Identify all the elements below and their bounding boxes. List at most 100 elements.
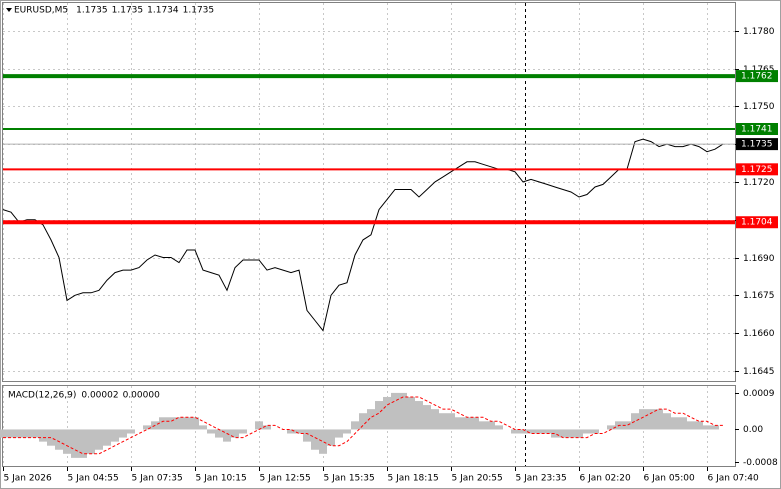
y-tick-label: 1.1720 [743, 178, 775, 188]
macd-bar [487, 421, 495, 430]
macd-bar [255, 421, 263, 430]
macd-bar [623, 421, 631, 430]
macd-bar [535, 429, 543, 434]
macd-bar [63, 429, 71, 454]
macd-bar [103, 429, 111, 446]
main-panel [2, 2, 736, 382]
macd-bar [127, 429, 135, 434]
level-tag [736, 163, 778, 176]
macd-bar [431, 409, 439, 430]
macd-readout: 0.00000 [123, 391, 160, 401]
macd-bar [167, 417, 175, 430]
macd-bar [351, 421, 359, 430]
macd-bar [687, 421, 695, 430]
level-tag [736, 123, 778, 135]
x-tick-label: 5 Jan 04:55 [68, 474, 119, 484]
x-tick-label: 5 Jan 07:35 [132, 474, 183, 484]
y-tick-label: 0.00 [743, 425, 763, 435]
macd-bar [239, 429, 247, 434]
macd-bar [591, 429, 599, 434]
level-tag [736, 70, 778, 83]
macd-bar [607, 425, 615, 430]
y-tick-label: 1.1675 [743, 291, 775, 301]
macd-bar [327, 429, 335, 446]
level-tag [736, 216, 778, 229]
level-label: 1.1725 [741, 165, 773, 175]
macd-bar [383, 396, 391, 430]
macd-panel [2, 385, 736, 467]
x-tick-label: 5 Jan 20:55 [452, 474, 503, 484]
macd-bar [87, 429, 95, 454]
macd-bar [471, 417, 479, 430]
macd-bar [455, 417, 463, 430]
macd-bar [695, 421, 703, 430]
macd-bar [439, 413, 447, 430]
macd-bar [0, 429, 7, 438]
macd-bar [223, 429, 231, 442]
macd-bar [175, 417, 183, 430]
macd-bar [567, 429, 575, 438]
y-tick-label: -0.0008 [743, 458, 778, 468]
macd-bar [287, 429, 295, 434]
y-tick-label: 0.0009 [743, 389, 775, 399]
y-tick-label: 1.1750 [743, 102, 775, 112]
x-tick-label: 5 Jan 18:15 [388, 474, 439, 484]
level-label: 1.1741 [741, 125, 773, 135]
macd-bar [335, 429, 343, 438]
ohlc-value: 1.1735 [76, 6, 108, 16]
macd-bar [111, 429, 119, 442]
last-price-tag [736, 138, 778, 151]
macd-bar [671, 417, 679, 430]
macd-bar [399, 392, 407, 430]
macd-bar [215, 429, 223, 438]
macd-bar [559, 429, 567, 438]
symbol: EURUSD,M5 [14, 6, 68, 16]
macd-bar [367, 409, 375, 430]
macd-bar [39, 429, 47, 442]
macd-bar [583, 429, 591, 434]
macd-bar [319, 429, 327, 454]
macd-bar [655, 409, 663, 430]
macd-bar [495, 425, 503, 430]
macd-bar [631, 413, 639, 430]
macd-bar [199, 425, 207, 430]
macd-bar [311, 429, 319, 450]
macd-bar [231, 429, 239, 438]
macd-bar [407, 396, 415, 430]
price-line [2, 138, 724, 332]
macd-bar [359, 413, 367, 430]
macd-title: MACD(12,26,9) [8, 391, 76, 401]
y-tick-label: 1.1660 [743, 329, 775, 339]
y-tick-label: 1.1765 [743, 65, 775, 75]
macd-bar [295, 429, 303, 434]
macd-bar [183, 417, 191, 430]
macd-bar [119, 429, 127, 438]
x-tick-label: 6 Jan 07:40 [708, 474, 760, 484]
menu-arrow [6, 8, 12, 12]
macd-bar [423, 405, 431, 430]
macd-bar [479, 421, 487, 430]
x-tick-label: 6 Jan 02:20 [580, 474, 632, 484]
y-tick-label: 1.1690 [743, 254, 775, 264]
y-tick-label: 1.1780 [743, 27, 775, 37]
macd-bar [415, 401, 423, 430]
macd-bar [519, 429, 527, 434]
macd-bar [679, 417, 687, 430]
macd-bar [703, 425, 711, 430]
y-tick-label: 1.1645 [743, 367, 775, 377]
macd-bar [15, 429, 23, 438]
macd-bar [551, 429, 559, 438]
x-tick-label: 5 Jan 12:55 [260, 474, 311, 484]
macd-bar [639, 409, 647, 430]
macd-bar [23, 429, 31, 438]
macd-bar [31, 429, 39, 438]
macd-bar [263, 425, 271, 430]
macd-bar [647, 409, 655, 430]
x-tick-label: 5 Jan 10:15 [196, 474, 247, 484]
macd-bar [207, 429, 215, 434]
level-label: 1.1762 [741, 72, 773, 82]
macd-bar [191, 417, 199, 430]
ohlc-value: 1.1735 [183, 6, 215, 16]
macd-bar [343, 429, 351, 434]
